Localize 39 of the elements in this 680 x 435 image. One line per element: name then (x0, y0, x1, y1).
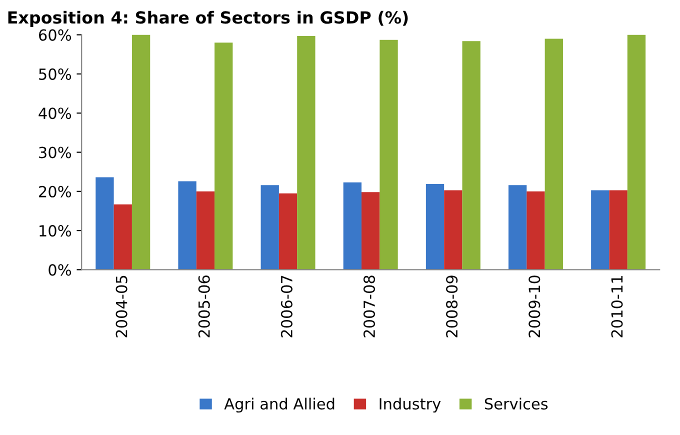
bar (132, 34, 150, 270)
x-tick-label: 2009-10 (528, 276, 540, 338)
bar (178, 181, 196, 270)
bar (343, 182, 362, 270)
bar (96, 177, 114, 270)
y-tick-label: 0% (48, 264, 72, 276)
bar (297, 36, 316, 270)
bar (114, 204, 132, 270)
x-tick-label: 2004-05 (116, 276, 128, 338)
y-tick-label: 50% (39, 68, 72, 80)
y-tick-label: 20% (39, 186, 72, 198)
y-tick-label: 10% (40, 225, 72, 237)
bar (508, 185, 527, 270)
bar (526, 191, 545, 270)
x-tick-label: 2010-11 (611, 276, 623, 338)
legend-label: Services (484, 398, 548, 410)
x-tick-label: 2007-08 (363, 276, 376, 338)
chart-title: Exposition 4: Share of Sectors in GSDP (%) (8, 10, 408, 28)
y-tick-label: 60% (38, 29, 72, 41)
bar (278, 193, 298, 270)
bar (426, 184, 444, 270)
bar (544, 38, 563, 270)
bar (627, 34, 646, 270)
legend-label: Agri and Allied (224, 398, 334, 413)
bar (609, 190, 628, 270)
bar (260, 185, 279, 270)
bar (591, 190, 610, 270)
bar (462, 41, 480, 270)
bar (362, 192, 380, 270)
x-tick-label: 2005-06 (198, 276, 210, 338)
x-tick-label: 2006-07 (280, 276, 292, 338)
bar (214, 42, 233, 270)
bar (444, 190, 462, 270)
legend-label: Industry (380, 398, 441, 413)
x-tick-label: 2008-09 (446, 276, 458, 338)
y-tick-label: 40% (38, 108, 72, 120)
bar (380, 40, 398, 270)
y-tick-label: 30% (39, 146, 72, 158)
bar (196, 191, 215, 270)
